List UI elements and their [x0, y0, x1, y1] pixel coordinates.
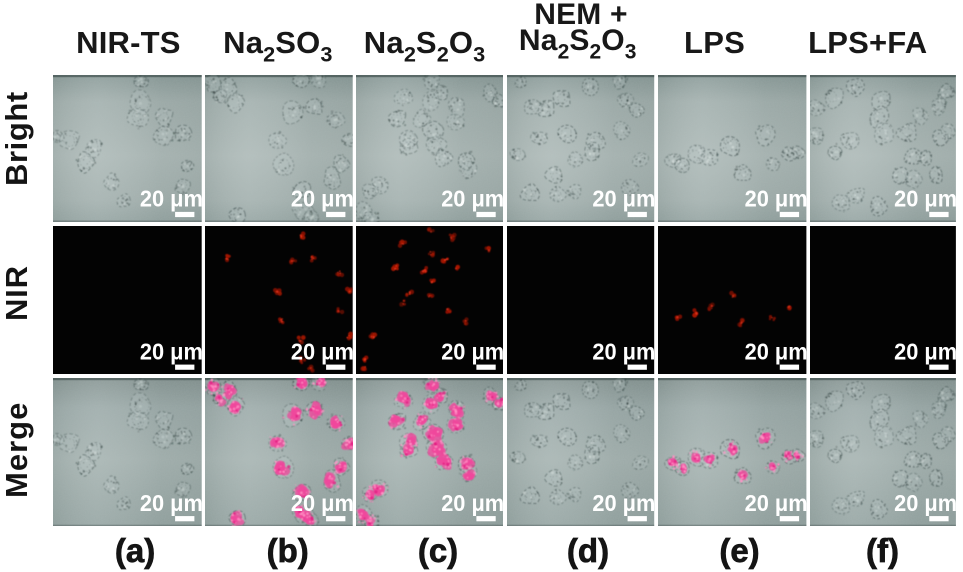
svg-text:20 μm: 20 μm: [894, 338, 956, 364]
svg-text:20 μm: 20 μm: [593, 490, 655, 516]
svg-text:20 μm: 20 μm: [894, 186, 956, 212]
svg-text:20 μm: 20 μm: [442, 338, 504, 364]
svg-text:20 μm: 20 μm: [745, 338, 807, 364]
svg-text:20 μm: 20 μm: [291, 338, 353, 364]
svg-text:20 μm: 20 μm: [291, 490, 353, 516]
svg-text:20 μm: 20 μm: [745, 490, 807, 516]
svg-text:20 μm: 20 μm: [140, 338, 202, 364]
svg-text:20 μm: 20 μm: [140, 186, 202, 212]
svg-text:20 μm: 20 μm: [291, 186, 353, 212]
svg-text:20 μm: 20 μm: [442, 186, 504, 212]
svg-text:20 μm: 20 μm: [593, 186, 655, 212]
svg-text:20 μm: 20 μm: [442, 490, 504, 516]
svg-text:20 μm: 20 μm: [140, 490, 202, 516]
svg-text:20 μm: 20 μm: [894, 490, 956, 516]
svg-text:20 μm: 20 μm: [745, 186, 807, 212]
svg-text:20 μm: 20 μm: [593, 338, 655, 364]
